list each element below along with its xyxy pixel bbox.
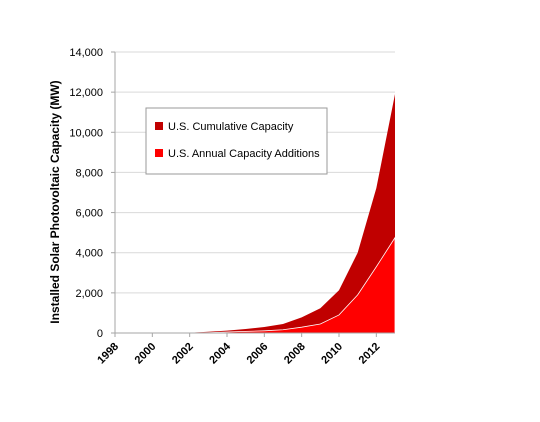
legend-label: U.S. Annual Capacity Additions — [168, 148, 320, 160]
x-tick-labels: 1998 2000 2002 2004 2006 2008 2010 2012 — [95, 340, 382, 366]
x-tick-label: 2004 — [207, 340, 233, 366]
axes — [111, 51, 395, 337]
legend: U.S. Cumulative Capacity U.S. Annual Capa… — [145, 107, 328, 175]
x-tick-label: 2012 — [357, 341, 383, 367]
legend-box — [145, 107, 328, 175]
x-tick-label: 2000 — [133, 341, 159, 367]
x-tick-label: 2002 — [170, 341, 196, 367]
y-tick-label: 4,000 — [75, 248, 103, 260]
x-tick-label: 2006 — [245, 341, 271, 367]
x-tick-label: 2008 — [282, 341, 308, 367]
legend-swatch — [155, 149, 163, 157]
y-tick-label: 6,000 — [75, 208, 103, 220]
y-tick-label: 10,000 — [69, 127, 103, 139]
y-tick-label: 2,000 — [75, 288, 103, 300]
y-axis-title: Installed Solar Photovoltaic Capacity (M… — [48, 80, 62, 323]
legend-label: U.S. Cumulative Capacity — [168, 121, 294, 133]
legend-swatch — [155, 122, 163, 130]
y-tick-labels: 0 2,000 4,000 6,000 8,000 10,000 12,000 14,000 — [69, 47, 103, 340]
x-tick-label: 2010 — [319, 341, 345, 367]
y-tick-label: 0 — [97, 328, 103, 340]
x-tick-label: 1998 — [95, 341, 121, 367]
y-tick-label: 12,000 — [69, 87, 103, 99]
y-tick-label: 14,000 — [69, 47, 103, 59]
y-tick-label: 8,000 — [75, 167, 103, 179]
